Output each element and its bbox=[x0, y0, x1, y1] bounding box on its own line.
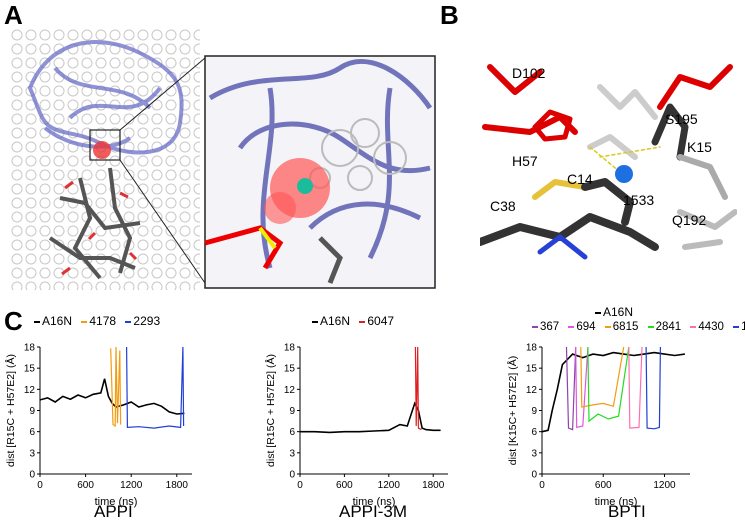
y-tick-label: 12 bbox=[24, 385, 36, 396]
legend-item: A16N bbox=[595, 305, 633, 319]
panel-a-structure-image bbox=[10, 28, 436, 290]
series-line-6047 bbox=[414, 346, 422, 431]
series-line-2841 bbox=[587, 346, 630, 423]
x-tick-label: 600 bbox=[336, 480, 353, 491]
legend-item: A16N bbox=[34, 314, 72, 328]
legend-item: 1533 bbox=[733, 321, 745, 333]
x-tick-label: 600 bbox=[595, 480, 612, 491]
label-d102: D102 bbox=[512, 65, 546, 81]
panel-b-active-site-image bbox=[480, 47, 737, 262]
x-tick-label: 1200 bbox=[378, 480, 401, 491]
legend-item: 2841 bbox=[647, 321, 681, 333]
series-line-2293 bbox=[126, 346, 185, 429]
y-tick-label: 15 bbox=[24, 364, 36, 375]
y-tick-label: 6 bbox=[29, 427, 35, 438]
series-line-1533 bbox=[645, 346, 661, 430]
series-line-6815 bbox=[580, 346, 625, 408]
x-axis-label: time (ns) bbox=[353, 496, 396, 508]
y-tick-label: 12 bbox=[284, 385, 296, 396]
legend-item: A16N bbox=[312, 314, 350, 328]
inhibitor-sticks bbox=[48, 167, 141, 280]
y-tick-label: 0 bbox=[29, 470, 35, 481]
x-axis-label: time (ns) bbox=[595, 496, 638, 508]
panel-letter-c: C bbox=[4, 306, 23, 336]
active-site-marker bbox=[93, 141, 111, 159]
x-tick-label: 600 bbox=[77, 480, 94, 491]
legend-bpti-title: A16N bbox=[595, 306, 639, 318]
legend-item: 2293 bbox=[125, 314, 160, 328]
metal-ion-marker bbox=[615, 165, 633, 183]
y-tick-label: 9 bbox=[531, 406, 537, 417]
y-tick-label: 3 bbox=[289, 448, 295, 459]
series-line-A16N bbox=[40, 378, 185, 415]
y-tick-label: 0 bbox=[531, 470, 537, 481]
series-line-367 bbox=[565, 346, 577, 431]
y-tick-label: 0 bbox=[289, 470, 295, 481]
zoom-inset bbox=[204, 55, 436, 289]
chart-2: 0 3 6 9 12 15 18 0 600 1200 time (ns) dist [K15C+ H… bbox=[506, 343, 690, 508]
label-s195: S195 bbox=[665, 111, 698, 127]
series-line-694 bbox=[575, 346, 589, 429]
y-tick-label: 9 bbox=[289, 406, 295, 417]
label-q192: Q192 bbox=[672, 212, 707, 228]
legend-appi: A16N 4178 2293 bbox=[34, 315, 166, 327]
x-tick-label: 1800 bbox=[422, 480, 445, 491]
y-tick-label: 15 bbox=[284, 364, 296, 375]
x-tick-label: 0 bbox=[297, 480, 303, 491]
x-tick-label: 1200 bbox=[120, 480, 143, 491]
y-tick-label: 18 bbox=[284, 343, 296, 354]
y-tick-label: 6 bbox=[289, 427, 295, 438]
legend-item: 6815 bbox=[604, 321, 638, 333]
label-1533: 1533 bbox=[623, 192, 655, 208]
legend-bpti: 367 694 6815 2841 4430 1533 bbox=[532, 321, 745, 334]
x-tick-label: 1800 bbox=[166, 480, 189, 491]
x-tick-label: 1200 bbox=[653, 480, 676, 491]
label-c14: C14 bbox=[567, 171, 593, 187]
x-tick-label: 0 bbox=[539, 480, 545, 491]
chart-title-appi-3m: APPI-3M bbox=[339, 502, 408, 521]
panel-letter-a: A bbox=[4, 0, 23, 30]
panel-letter-b: B bbox=[440, 0, 459, 30]
x-axis-label: time (ns) bbox=[95, 496, 138, 508]
legend-appi-3m: A16N 6047 bbox=[312, 315, 400, 327]
chart-0: 0 3 6 9 12 15 18 0 600 1200 1800 time (ns) dist [R15… bbox=[4, 343, 192, 508]
label-h57: H57 bbox=[512, 153, 538, 169]
series-line-A16N bbox=[542, 351, 686, 433]
y-axis-label: dist [K15C+ H57E2] (Å) bbox=[506, 356, 519, 465]
y-tick-label: 12 bbox=[526, 385, 538, 396]
legend-item: 4178 bbox=[81, 314, 116, 328]
y-tick-label: 15 bbox=[526, 364, 538, 375]
y-tick-label: 3 bbox=[531, 448, 537, 459]
y-axis-label: dist [R15C + H57E2] (Å) bbox=[4, 354, 17, 467]
y-axis-label: dist [R15C + H57E2] (Å) bbox=[264, 354, 277, 467]
label-c38: C38 bbox=[490, 198, 516, 214]
x-tick-label: 0 bbox=[37, 480, 43, 491]
chart-title-appi: APPI bbox=[94, 502, 133, 521]
series-line-4430 bbox=[628, 346, 643, 429]
enzyme-cartoon bbox=[27, 40, 184, 155]
legend-item: 6047 bbox=[359, 314, 394, 328]
y-tick-label: 9 bbox=[29, 406, 35, 417]
series-line-A16N bbox=[300, 401, 441, 434]
legend-item: 694 bbox=[568, 321, 596, 333]
legend-item: 4430 bbox=[690, 321, 724, 333]
legend-item: 367 bbox=[532, 321, 559, 333]
y-tick-label: 18 bbox=[526, 343, 538, 354]
series-line-4178 bbox=[110, 346, 122, 428]
chart-title-bpti: BPTI bbox=[608, 502, 646, 521]
y-tick-label: 6 bbox=[531, 427, 537, 438]
label-k15: K15 bbox=[687, 139, 712, 155]
chart-1: 0 3 6 9 12 15 18 0 600 1200 1800 time (ns) dist [R15… bbox=[264, 343, 448, 508]
y-tick-label: 3 bbox=[29, 448, 35, 459]
y-tick-label: 18 bbox=[24, 343, 36, 354]
